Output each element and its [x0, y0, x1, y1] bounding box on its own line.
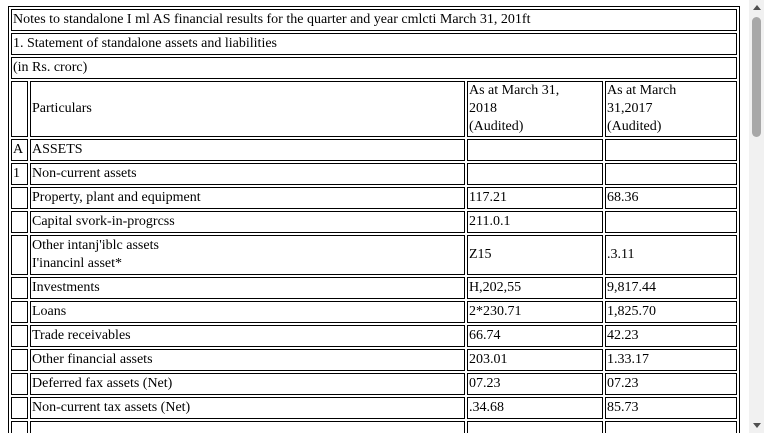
row-value-2017: [605, 139, 737, 161]
row-label: ASSETS: [30, 139, 465, 161]
header-2018-line2: 2018: [469, 101, 497, 116]
table-row: A ASSETS: [11, 139, 737, 161]
row-value-2017: [605, 211, 737, 233]
row-label: [30, 421, 465, 433]
row-code: [11, 373, 28, 395]
row-label: Investments: [30, 277, 465, 299]
row-value-2017: 68.36: [605, 187, 737, 209]
row-code: [11, 421, 28, 433]
table-row: Loans 2*230.71 1,825.70: [11, 301, 737, 323]
row-code: [11, 235, 28, 275]
header-2017-line3: (Audited): [607, 119, 662, 134]
header-2018-line3: (Audited): [469, 119, 524, 134]
financial-results-table: Notes to standalone I ml AS financial re…: [8, 6, 740, 433]
row-label: Property, plant and equipment: [30, 187, 465, 209]
row-value-2018: [467, 421, 603, 433]
row-code: [11, 349, 28, 371]
row-value-2018: .34.68: [467, 397, 603, 419]
row-code: [11, 211, 28, 233]
row-code: [11, 325, 28, 347]
header-2017-line2: 31,2017: [607, 101, 653, 116]
row-label: Trade receivables: [30, 325, 465, 347]
row-label: Other financial assets: [30, 349, 465, 371]
row-value-2018: 117.21: [467, 187, 603, 209]
row-code: [11, 301, 28, 323]
row-label: Other intanj'iblc assets I'inancinl asse…: [30, 235, 465, 275]
row-label: Loans: [30, 301, 465, 323]
table-row: Trade receivables 66.74 42.23: [11, 325, 737, 347]
row-code: 1: [11, 163, 28, 185]
header-2017-line1: As at March: [607, 83, 677, 98]
header-2017: As at March 31,2017 (Audited): [605, 81, 737, 137]
row-value-2017: 07.23: [605, 373, 737, 395]
row-label-line1: Other intanj'iblc assets: [32, 238, 159, 253]
row-value-2018: 203.01: [467, 349, 603, 371]
row-value-2017: [605, 163, 737, 185]
row-label: Capital svork-in-progrcss: [30, 211, 465, 233]
row-value-2017: 42.23: [605, 325, 737, 347]
row-value-2018: [467, 163, 603, 185]
header-code-cell: [11, 81, 28, 137]
table-row: Deferred fax assets (Net) 07.23 07.23: [11, 373, 737, 395]
row-code: [11, 187, 28, 209]
table-header-row: Particulars As at March 31, 2018 (Audite…: [11, 81, 737, 137]
row-value-2017: 85.73: [605, 397, 737, 419]
scroll-up-arrow-icon[interactable]: [749, 0, 764, 15]
row-label: Non-current assets: [30, 163, 465, 185]
table-row: Property, plant and equipment 117.21 68.…: [11, 187, 737, 209]
row-label: Deferred fax assets (Net): [30, 373, 465, 395]
document-title: Notes to standalone I ml AS financial re…: [11, 9, 737, 31]
row-value-2018: Z15: [467, 235, 603, 275]
vertical-scrollbar[interactable]: [749, 0, 764, 433]
row-code: [11, 397, 28, 419]
statement-heading: 1. Statement of standalone assets and li…: [11, 33, 737, 55]
scrollbar-thumb[interactable]: [752, 17, 761, 137]
row-value-2018: 2*230.71: [467, 301, 603, 323]
row-value-2017: .3.11: [605, 235, 737, 275]
table-row: 1 Non-current assets: [11, 163, 737, 185]
row-value-2017: 9,817.44: [605, 277, 737, 299]
row-code: A: [11, 139, 28, 161]
row-value-2018: 66.74: [467, 325, 603, 347]
table-row: Non-current tax assets (Net) .34.68 85.7…: [11, 397, 737, 419]
row-value-2018: 07.23: [467, 373, 603, 395]
table-row: Capital svork-in-progrcss 211.0.1: [11, 211, 737, 233]
row-value-2018: [467, 139, 603, 161]
header-particulars: Particulars: [30, 81, 465, 137]
table-row: Other financial assets 203.01 1.33.17: [11, 349, 737, 371]
row-code: [11, 277, 28, 299]
row-value-2018: H,202,55: [467, 277, 603, 299]
unit-note: (in Rs. crorc): [11, 57, 737, 79]
row-value-2017: [605, 421, 737, 433]
header-2018: As at March 31, 2018 (Audited): [467, 81, 603, 137]
row-label-line2: I'inancinl asset*: [32, 256, 122, 271]
row-value-2017: 1.33.17: [605, 349, 737, 371]
table-row-partial: [11, 421, 737, 433]
row-value-2017: 1,825.70: [605, 301, 737, 323]
scroll-down-arrow-icon[interactable]: [749, 418, 764, 433]
header-2018-line1: As at March 31,: [469, 83, 560, 98]
row-value-2018: 211.0.1: [467, 211, 603, 233]
row-label: Non-current tax assets (Net): [30, 397, 465, 419]
table-row: Other intanj'iblc assets I'inancinl asse…: [11, 235, 737, 275]
table-row: Investments H,202,55 9,817.44: [11, 277, 737, 299]
